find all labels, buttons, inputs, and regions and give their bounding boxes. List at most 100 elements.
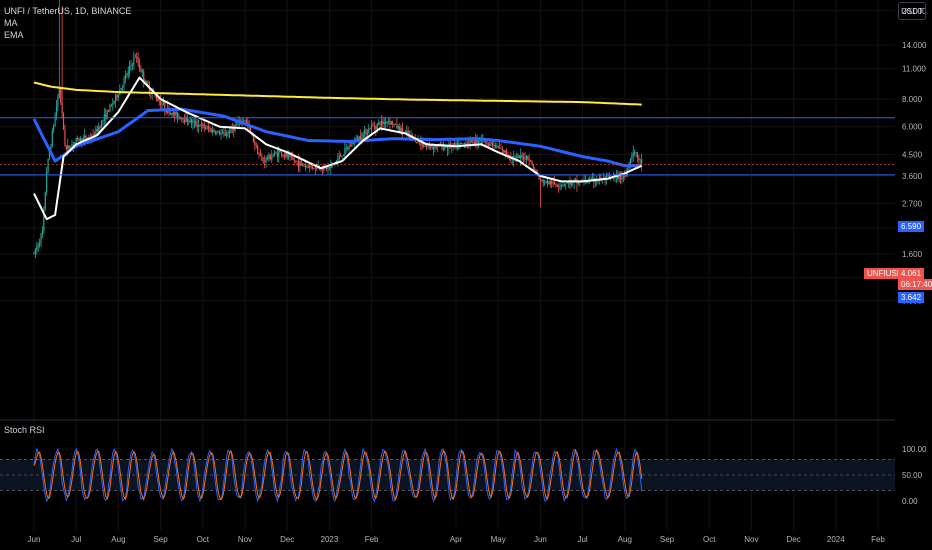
candle-body — [195, 120, 197, 126]
candle-body — [531, 161, 533, 166]
candle-body — [445, 146, 447, 148]
candle-body — [500, 148, 502, 150]
candle-body — [130, 65, 132, 67]
candle-body — [213, 129, 215, 133]
candle-body — [416, 142, 418, 143]
candle-body — [621, 177, 623, 180]
candle-body — [494, 145, 496, 147]
candle-body — [202, 124, 204, 126]
candle-body — [224, 133, 226, 136]
price-tick-label: 4.500 — [902, 150, 923, 159]
candle-body — [258, 154, 260, 155]
stoch-tick-label: 50.00 — [902, 471, 923, 480]
candle-body — [250, 127, 252, 133]
candle-body — [313, 168, 315, 169]
candle-body — [138, 63, 141, 69]
indicator-ema-label[interactable]: EMA — [4, 30, 24, 40]
candle-body — [300, 161, 302, 164]
candle-body — [491, 142, 494, 146]
candle-body — [524, 159, 526, 160]
candle-body — [590, 178, 592, 180]
candle-body — [102, 120, 104, 122]
candle-body — [127, 70, 129, 76]
candle-body — [172, 112, 174, 115]
candle-body — [58, 88, 60, 97]
candle-body — [117, 94, 119, 98]
candle-body — [340, 155, 342, 157]
candle-body — [424, 146, 426, 147]
support-price-badge: 3.642 — [898, 292, 925, 303]
candle-body — [566, 182, 568, 184]
candle-body — [518, 155, 520, 159]
candle-body — [69, 147, 72, 149]
candle-body — [75, 137, 77, 142]
candle-body — [453, 143, 456, 146]
candle-body — [392, 121, 394, 125]
candle-body — [347, 147, 349, 149]
candle-body — [549, 180, 551, 185]
candle-body — [565, 183, 567, 185]
candle-body — [399, 126, 401, 132]
candle-body — [562, 184, 564, 186]
time-tick-label: Jul — [577, 535, 587, 544]
candle-body — [345, 147, 347, 149]
candle-body — [309, 165, 311, 168]
candle-body — [245, 120, 248, 122]
candle-body — [310, 165, 312, 167]
stoch-rsi-label[interactable]: Stoch RSI — [4, 425, 45, 435]
candle-body — [361, 137, 363, 140]
symbol-title[interactable]: UNFI / TetherUS, 1D, BINANCE — [4, 6, 132, 16]
candle-body — [556, 185, 558, 187]
candle-body — [639, 159, 641, 161]
candle-body — [155, 95, 157, 99]
candle-body — [427, 145, 429, 147]
candle-body — [570, 181, 572, 185]
candle-body — [390, 121, 392, 125]
candle-body — [619, 174, 622, 180]
candle-body — [625, 171, 627, 177]
candle-body — [265, 157, 267, 162]
candle-body — [189, 119, 191, 122]
price-tick-label: 2.700 — [902, 200, 923, 209]
candle-body — [302, 163, 304, 166]
stoch-d-line — [33, 449, 643, 501]
candle-body — [591, 177, 594, 179]
candle-body — [244, 120, 246, 121]
candle-body — [237, 123, 239, 126]
candle-body — [490, 142, 492, 144]
candle-body — [569, 181, 571, 185]
time-tick-label: Dec — [786, 535, 800, 544]
time-tick-label: Dec — [280, 535, 294, 544]
indicator-ma-label[interactable]: MA — [4, 18, 18, 28]
candle-body — [431, 146, 433, 148]
candle-body — [183, 119, 186, 123]
ma-line — [33, 81, 642, 106]
candle-body — [65, 145, 67, 150]
candle-body — [504, 150, 506, 153]
candle-body — [432, 146, 435, 150]
currency-button[interactable]: USDT — [898, 2, 926, 20]
candle-body — [553, 182, 556, 185]
candle-body — [85, 135, 87, 139]
candle-body — [386, 121, 388, 124]
last-price-badge: 4.061 — [898, 268, 925, 279]
candle-body — [289, 155, 291, 157]
time-axis[interactable]: Jun Jul Aug Sep Oct Nov Dec 2023 Feb Apr May Jun Jul… — [28, 535, 886, 544]
candle-body — [106, 109, 108, 119]
candle-body — [632, 152, 634, 157]
candle-body — [387, 121, 390, 122]
candle-body — [394, 123, 397, 125]
candle-body — [95, 128, 97, 137]
candle-body — [235, 125, 238, 126]
candle-body — [131, 64, 134, 66]
candle-body — [321, 169, 323, 171]
ema-line — [32, 107, 642, 168]
candle-body — [273, 152, 276, 156]
candle-body — [555, 184, 557, 186]
candle-body — [293, 158, 295, 161]
candle-body — [64, 129, 66, 146]
candle-body — [122, 86, 124, 89]
candle-body — [421, 142, 423, 147]
candle-body — [203, 124, 205, 128]
